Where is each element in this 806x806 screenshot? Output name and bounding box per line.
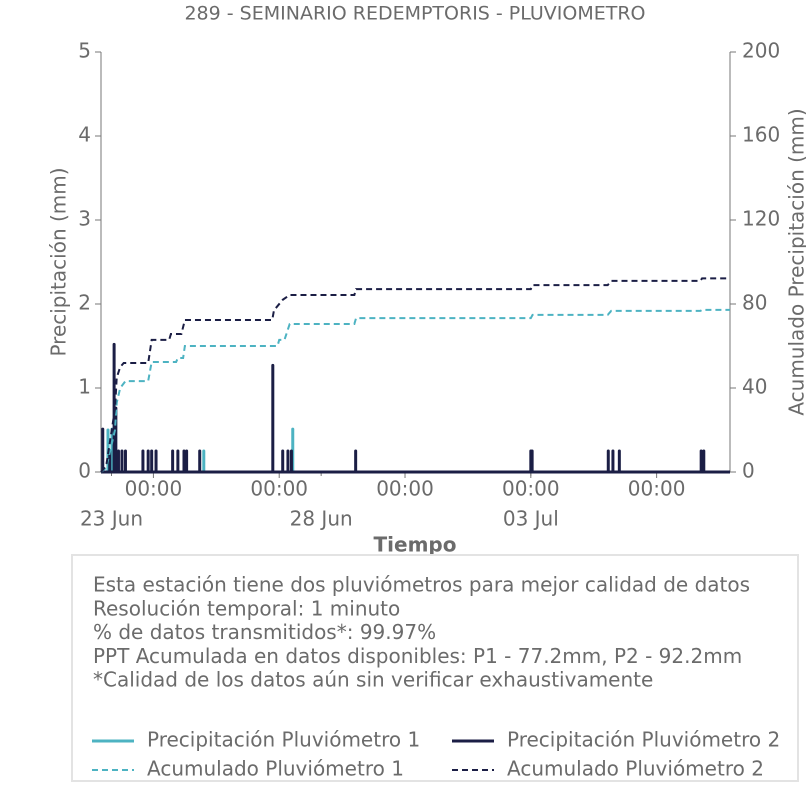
x-date-label: 03 Jul <box>503 507 559 531</box>
info-line: PPT Acumulada en datos disponibles: P1 -… <box>93 644 742 668</box>
y-tick-label: 5 <box>78 39 91 63</box>
y2-tick-label: 200 <box>742 39 780 63</box>
y-tick-label: 3 <box>78 207 91 231</box>
x-tick-label: 00:00 <box>628 477 686 501</box>
x-tick-label: 00:00 <box>376 477 434 501</box>
legend-label: Acumulado Pluviómetro 1 <box>147 757 404 781</box>
y2-tick-label: 160 <box>742 123 780 147</box>
info-line: Resolución temporal: 1 minuto <box>93 596 400 620</box>
x-tick-label: 00:00 <box>125 477 183 501</box>
x-tick-label: 00:00 <box>250 477 308 501</box>
x-date-label: 23 Jun <box>80 507 143 531</box>
y2-tick-label: 0 <box>742 459 755 483</box>
info-line: % de datos transmitidos*: 99.97% <box>93 620 436 644</box>
y-tick-label: 0 <box>78 459 91 483</box>
y-tick-label: 2 <box>78 291 91 315</box>
info-line: *Calidad de los datos aún sin verificar … <box>93 668 653 692</box>
y-tick-label: 1 <box>78 375 91 399</box>
info-box <box>71 554 799 782</box>
y2-axis-label: Acumulado Precipitación (mm) <box>785 108 806 415</box>
y-axis-label: Precipitación (mm) <box>47 167 71 356</box>
cumulative-line <box>100 308 730 473</box>
legend-label: Precipitación Pluviómetro 1 <box>147 728 420 752</box>
chart-title: 289 - SEMINARIO REDEMPTORIS - PLUVIOMETR… <box>184 3 645 25</box>
cumulative-line <box>100 277 730 473</box>
info-line: Esta estación tiene dos pluviómetros par… <box>93 573 750 597</box>
y2-tick-label: 80 <box>742 291 767 315</box>
x-axis-label: Tiempo <box>374 533 457 557</box>
x-date-label: 28 Jun <box>290 507 353 531</box>
y2-tick-label: 120 <box>742 207 780 231</box>
legend-label: Precipitación Pluviómetro 2 <box>507 728 780 752</box>
y-tick-label: 4 <box>78 123 91 147</box>
legend-label: Acumulado Pluviómetro 2 <box>507 757 764 781</box>
x-tick-label: 00:00 <box>502 477 560 501</box>
y2-tick-label: 40 <box>742 375 767 399</box>
